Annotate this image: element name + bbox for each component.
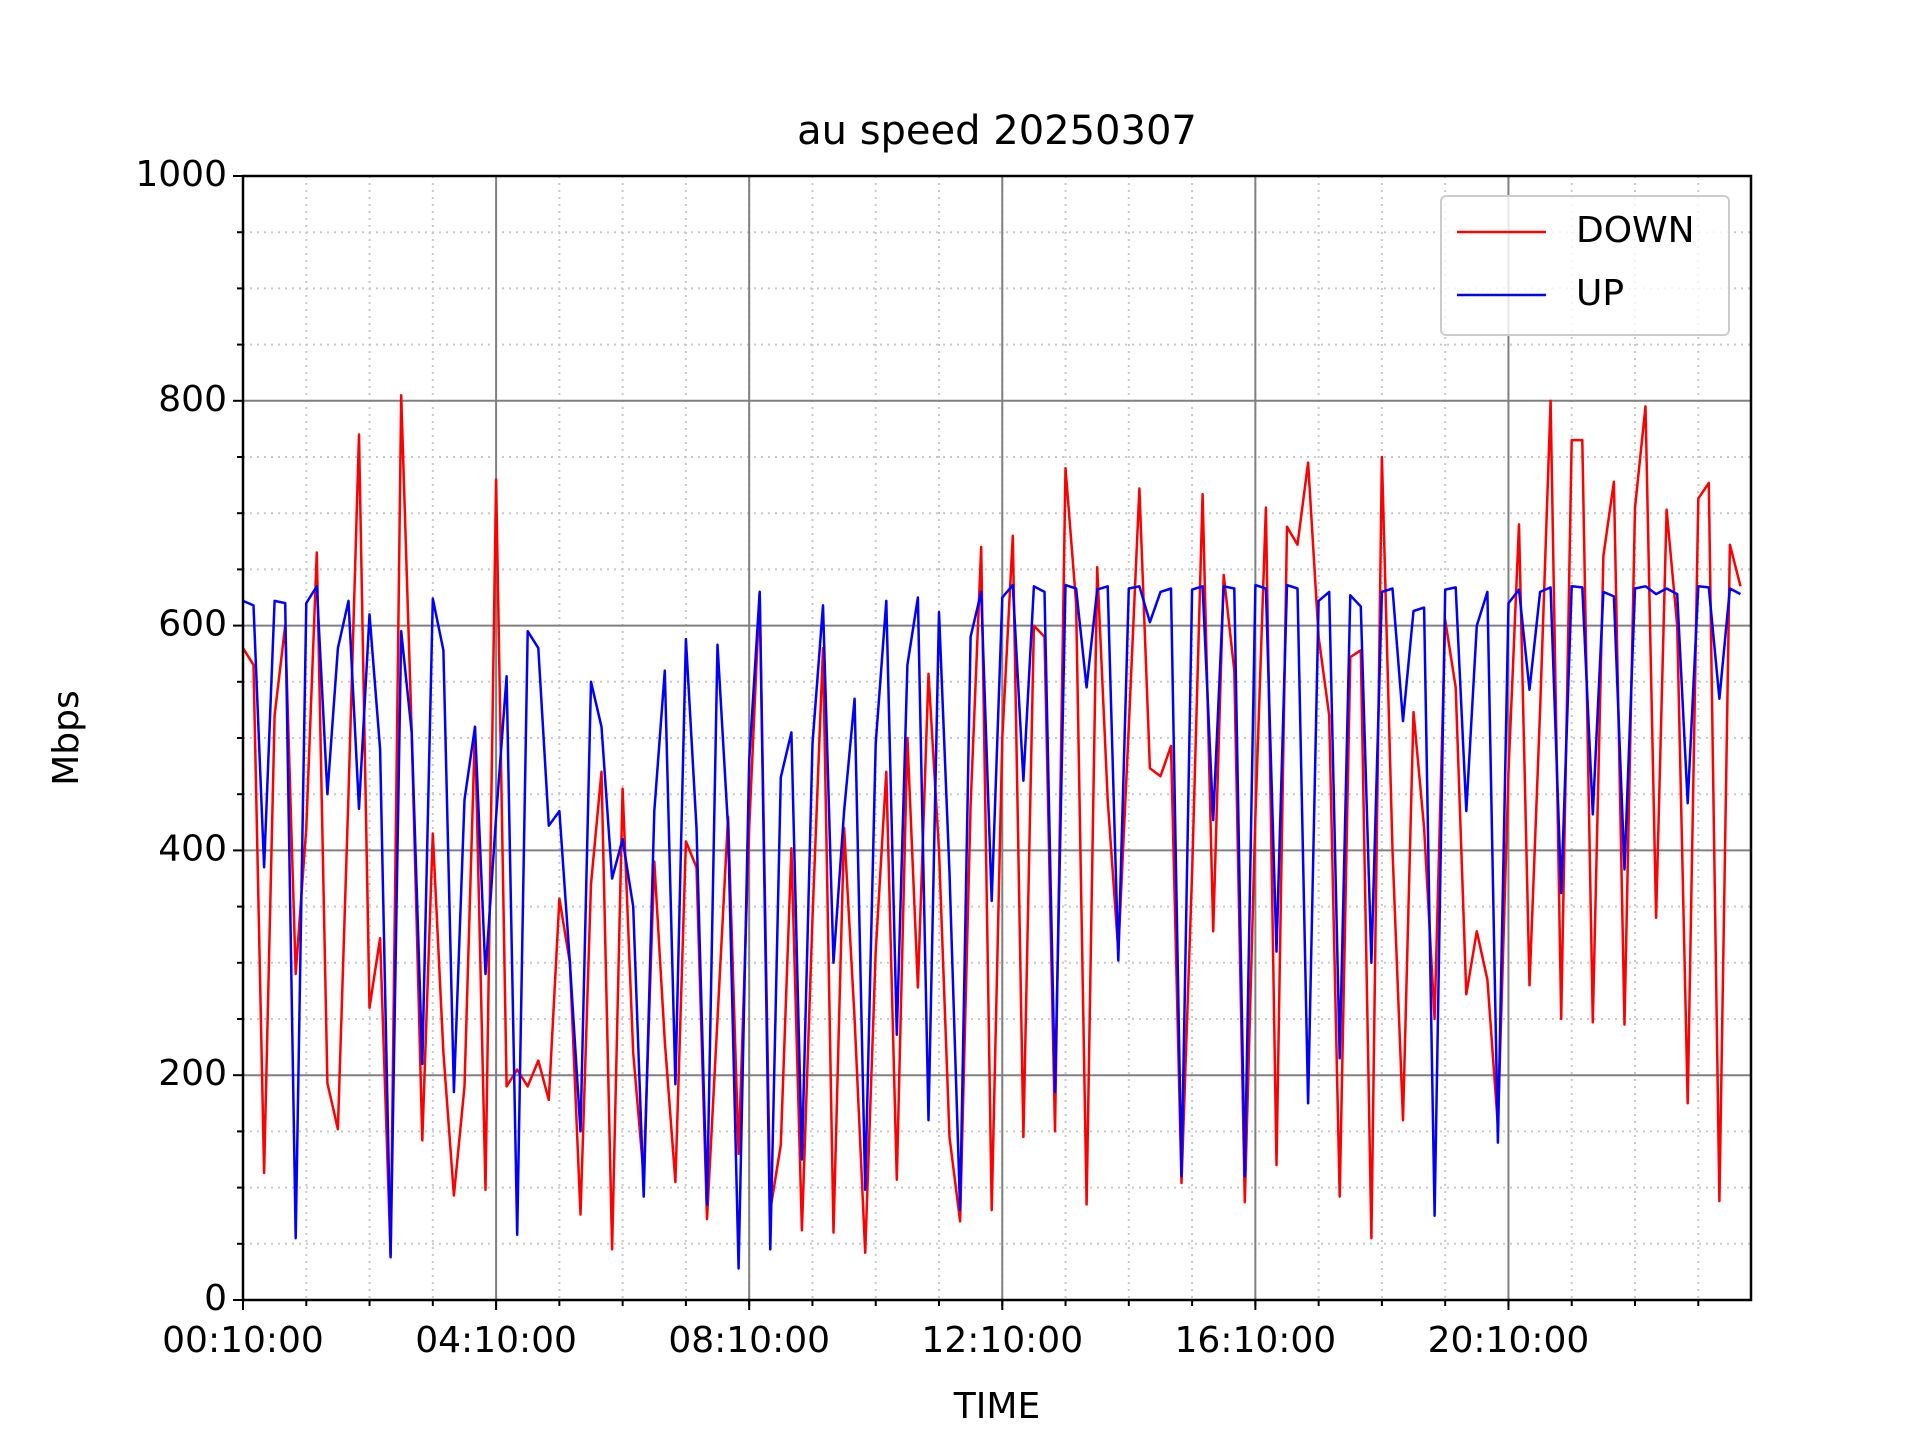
data-line [242,583,1742,1270]
legend-label: DOWN [1576,210,1695,251]
x-tick-label: 20:10:00 [1428,1320,1590,1361]
y-axis-label: Mbps [46,690,87,786]
y-tick-label: 400 [158,828,227,869]
chart-title: au speed 20250307 [797,108,1197,154]
x-tick-label: 08:10:00 [668,1320,830,1361]
legend: DOWN UP [1440,195,1730,336]
y-tick-label: 0 [204,1278,227,1319]
y-tick-label: 1000 [135,154,227,195]
y-tick-label: 200 [158,1053,227,1094]
x-axis-label: TIME [953,1386,1040,1427]
x-tick-label: 04:10:00 [415,1320,577,1361]
legend-label: UP [1576,273,1624,314]
plot-frame [241,174,1753,1302]
y-tick-label: 600 [158,604,227,645]
y-tick-label: 800 [158,379,227,420]
x-tick-label: 16:10:00 [1175,1320,1337,1361]
x-tick-label: 00:10:00 [162,1320,324,1361]
data-line [241,393,1742,1257]
x-tick-label: 12:10:00 [921,1320,1083,1361]
